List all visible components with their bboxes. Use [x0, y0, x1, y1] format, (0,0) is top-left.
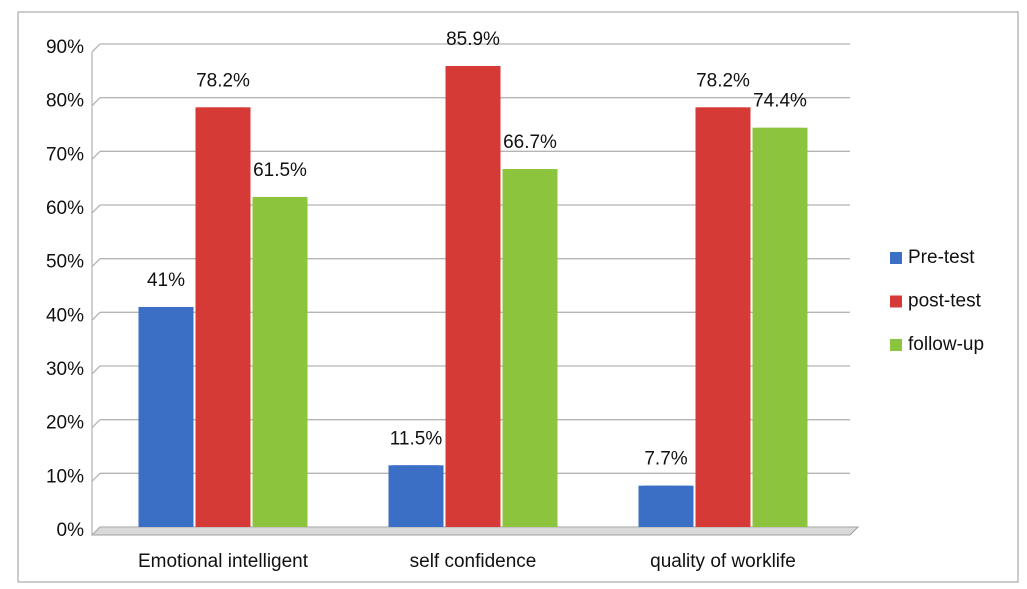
bar: [638, 485, 694, 527]
legend-label: follow-up: [908, 334, 984, 355]
value-label: 66.7%: [503, 132, 557, 153]
legend-swatch: [890, 339, 902, 351]
y-tick-label: 60%: [46, 198, 84, 219]
value-label: 11.5%: [390, 428, 443, 449]
y-tick-label: 40%: [46, 305, 84, 326]
grid-line: [91, 204, 101, 214]
value-label: 85.9%: [446, 29, 500, 50]
grid-line: [91, 365, 101, 375]
bar: [445, 66, 501, 528]
y-tick-label: 10%: [46, 466, 84, 487]
bar: [388, 465, 444, 527]
legend-swatch: [890, 295, 902, 308]
grid-line: [91, 472, 101, 482]
value-label: 61.5%: [253, 160, 307, 181]
y-tick-label: 80%: [46, 91, 84, 112]
y-tick-label: 90%: [46, 37, 84, 58]
y-tick-label: 0%: [57, 520, 85, 541]
legend-swatch: [890, 252, 902, 264]
bar: [695, 107, 751, 528]
value-label: 41%: [147, 270, 185, 291]
bar: [195, 107, 251, 528]
legend-label: post-test: [908, 291, 982, 312]
chart-frame: [17, 11, 1019, 583]
grid-line: [91, 526, 101, 536]
value-label: 78.2%: [196, 70, 250, 91]
grid-line: [91, 43, 101, 53]
bar: [138, 306, 194, 527]
y-tick-label: 30%: [46, 359, 84, 380]
grid-line: [91, 150, 101, 160]
x-tick-label: self confidence: [410, 551, 537, 572]
y-tick-label: 70%: [46, 144, 84, 165]
value-label: 74.4%: [753, 91, 807, 112]
bar: [252, 196, 308, 527]
grid-line: [91, 97, 101, 107]
legend-label: Pre-test: [908, 247, 975, 268]
bar: [752, 127, 808, 527]
value-label: 78.2%: [696, 70, 750, 91]
y-tick-label: 50%: [46, 252, 84, 273]
x-tick-label: quality of worklife: [650, 551, 796, 572]
y-tick-label: 20%: [46, 413, 84, 434]
grid-line: [91, 419, 101, 429]
bar: [502, 169, 558, 527]
value-label: 7.7%: [644, 449, 687, 470]
floor: [90, 526, 860, 536]
x-tick-label: Emotional intelligent: [138, 551, 309, 572]
grid-line: [91, 258, 101, 268]
grid-line: [91, 311, 101, 321]
